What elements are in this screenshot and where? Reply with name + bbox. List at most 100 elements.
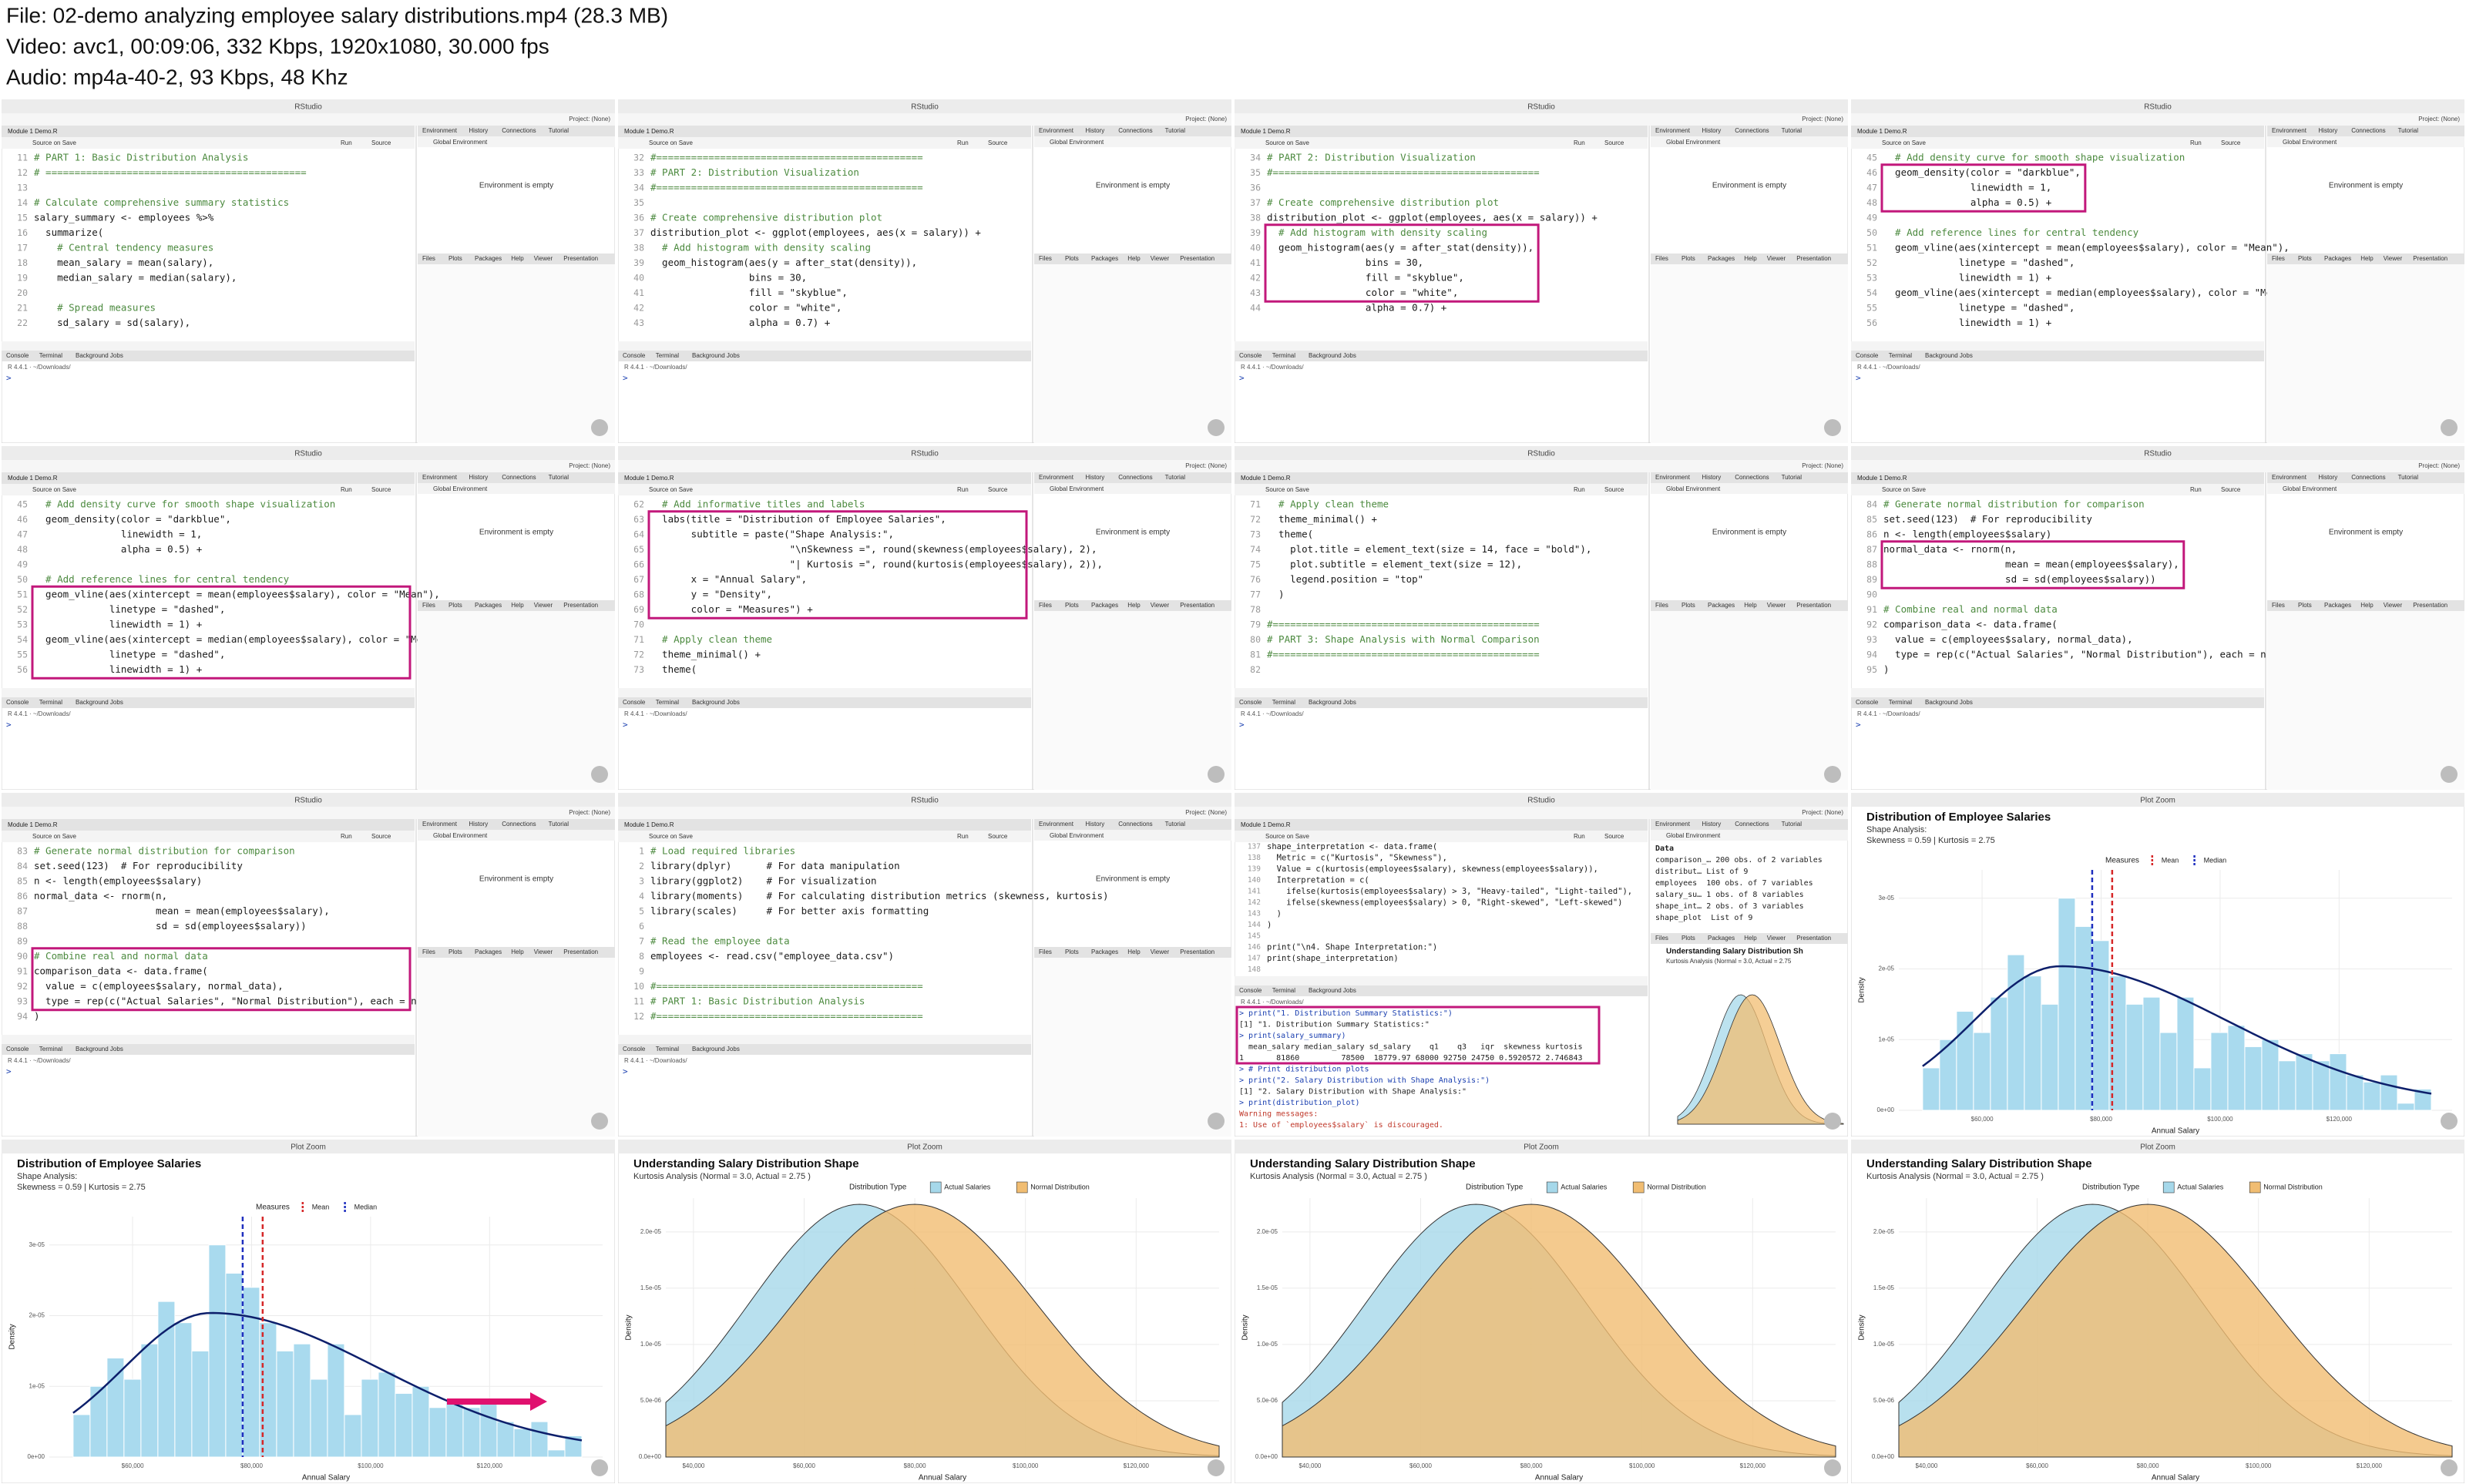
histogram-bar (2363, 1081, 2381, 1111)
console-line: mean_salary median_salary sd_salary q1 q… (1239, 1043, 1583, 1052)
highlight-box (31, 947, 412, 1012)
histogram-bar (2125, 1003, 2144, 1111)
files-tab-bar (1034, 947, 1231, 958)
line-number: 21 (17, 303, 28, 314)
tab-label: Packages (2324, 255, 2351, 262)
line-number: 51 (17, 589, 28, 600)
code-line: n <- length(employees$salary) (1883, 529, 2051, 540)
code-line: linewidth = 1) + (34, 663, 202, 675)
tab-label: Files (2272, 255, 2285, 262)
code-line: sd_salary = sd(salary), (34, 317, 190, 328)
run-button[interactable]: Run (957, 833, 969, 840)
histogram-bar (2380, 1074, 2398, 1111)
source-on-save: Source on Save (32, 486, 76, 493)
source-on-save: Source on Save (1882, 486, 1926, 493)
video-frame: Plot Zoom Distribution of Employee Salari… (2, 1140, 615, 1483)
code-line: set.seed(123) # For reproducibility (1883, 513, 2092, 525)
editor-tab-bar (618, 126, 1031, 137)
line-number: 39 (1250, 227, 1261, 238)
line-number: 77 (1250, 589, 1261, 600)
x-tick-label: $60,000 (122, 1462, 144, 1469)
run-button[interactable]: Run (957, 486, 969, 493)
files-tab-bar (418, 947, 615, 958)
run-button[interactable]: Run (2190, 139, 2202, 146)
source-on-save: Source on Save (649, 486, 693, 493)
tab-label: Presentation (1180, 602, 1215, 609)
tab-label: Help (511, 602, 524, 609)
y-tick-label: 5.0e-06 (1257, 1397, 1278, 1404)
histogram-bar (2261, 1039, 2280, 1111)
line-number: 12 (17, 167, 28, 178)
code-line: # Add reference lines for central tenden… (1883, 227, 2139, 238)
line-number: 87 (1866, 544, 1877, 555)
tab-label: Viewer (534, 255, 553, 262)
overlay-button (591, 1113, 608, 1130)
tab-label: Plots (1065, 948, 1079, 955)
line-number: 40 (1250, 243, 1261, 253)
histogram-bar (293, 1343, 311, 1458)
title-bar (1235, 99, 1848, 113)
histogram-bar (2210, 1032, 2229, 1111)
tab-label: Viewer (1767, 602, 1786, 609)
console-prompt: > (1239, 720, 1245, 730)
code-line: ) (1267, 909, 1282, 918)
tab-label: Background Jobs (76, 699, 123, 706)
console-line: > print("2. Salary Distribution with Sha… (1239, 1076, 1490, 1085)
line-number: 49 (1866, 213, 1877, 223)
r-version: R 4.4.1 · ~/Downloads/ (624, 710, 687, 717)
run-button[interactable]: Run (1574, 486, 1585, 493)
tab-label: Help (2360, 602, 2374, 609)
code-line: bins = 30, (1267, 257, 1423, 268)
y-axis-label: Density (1241, 1314, 1250, 1340)
env-empty: Environment is empty (1712, 529, 1786, 537)
empty-pane (1651, 264, 1848, 443)
editor-toolbar (2, 137, 415, 149)
run-button[interactable]: Run (2190, 486, 2202, 493)
run-button[interactable]: Run (1574, 833, 1585, 840)
code-line: type = rep(c("Actual Salaries", "Normal … (1883, 649, 2272, 660)
code-line: value = c(employees$salary, normal_data)… (1883, 633, 2133, 645)
x-tick-label: $120,000 (2357, 1462, 2383, 1469)
line-number: 36 (633, 213, 644, 223)
title-bar (1235, 793, 1848, 807)
tab-label: Background Jobs (692, 352, 740, 359)
plot-window-bar (2, 1140, 615, 1153)
histogram-bar (225, 1272, 244, 1458)
console-line: [1] "2. Salary Distribution with Shape A… (1239, 1088, 1466, 1096)
run-button[interactable]: Run (341, 833, 352, 840)
line-number: 90 (1866, 589, 1877, 600)
code-line: ) (1883, 663, 1890, 675)
line-number: 71 (1250, 499, 1261, 510)
x-tick-label: $120,000 (1124, 1462, 1150, 1469)
code-line: # Add density curve for smooth shape vis… (1883, 152, 2185, 163)
tab-label: Packages (1708, 935, 1735, 942)
y-tick-label: 0.0e+00 (1255, 1453, 1278, 1460)
plot-subtitle: Skewness = 0.59 | Kurtosis = 2.75 (1866, 836, 1995, 845)
run-button[interactable]: Run (957, 139, 969, 146)
tab-label: Connections (1735, 474, 1769, 481)
run-button[interactable]: Run (341, 139, 352, 146)
tab-label: Background Jobs (692, 699, 740, 706)
video-frame: RStudio Project: (None) Module 1 Demo.R Sou… (1235, 99, 1848, 443)
code-line: comparison_data <- data.frame( (34, 965, 208, 977)
code-line: # Apply clean theme (1267, 499, 1389, 510)
env-tab-bar (1651, 819, 1848, 830)
window-title: Plot Zoom (907, 1143, 942, 1152)
plot-subtitle: Kurtosis Analysis (Normal = 3.0, Actual … (633, 1172, 811, 1181)
density-shape (1282, 1204, 1836, 1458)
line-number: 140 (1248, 876, 1261, 885)
legend-title: Measures (2105, 857, 2139, 865)
legend-key (1632, 1181, 1645, 1194)
line-number: 53 (17, 619, 28, 630)
code-line: plot.title = element_text(size = 14, fac… (1267, 543, 1591, 555)
global-env: Global Environment (1050, 485, 1104, 492)
code-line: library(moments) # For calculating distr… (650, 890, 1109, 901)
line-number: 5 (639, 906, 644, 917)
run-button[interactable]: Run (341, 486, 352, 493)
env-tab-bar (1034, 472, 1231, 483)
tab-label: Terminal (39, 699, 62, 706)
run-button[interactable]: Run (1574, 139, 1585, 146)
env-tab-bar (1651, 126, 1848, 136)
tab-label: Packages (2324, 602, 2351, 609)
histogram-bar (140, 1343, 159, 1458)
